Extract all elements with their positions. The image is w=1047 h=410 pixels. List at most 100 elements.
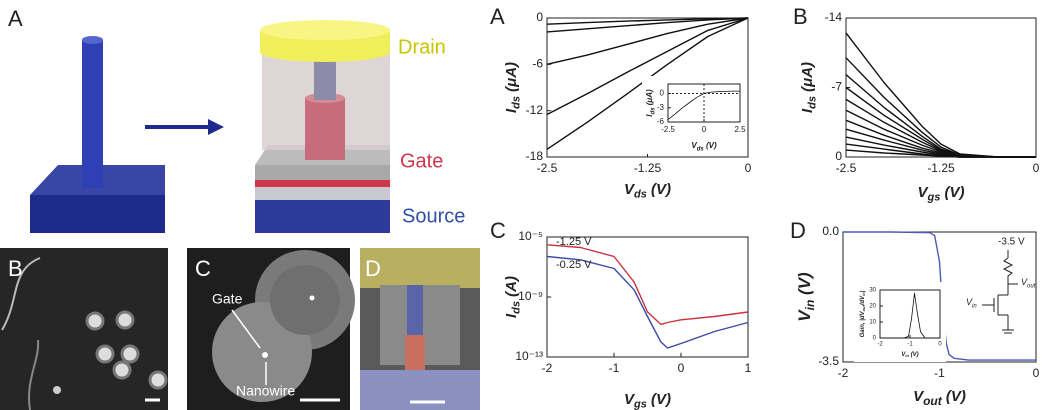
x-axis-label: Vgs (V): [917, 184, 964, 203]
resistor: [1002, 257, 1014, 295]
x-tick-label: 0: [678, 361, 685, 375]
label-part: (V): [795, 272, 814, 300]
pillar: [82, 40, 103, 188]
micrograph-d: D: [360, 248, 480, 410]
gate-label: Gate: [400, 150, 443, 172]
y-tick-label: -7: [831, 80, 842, 94]
edge: [28, 339, 40, 410]
label-part: ds: [650, 107, 656, 115]
image: [0, 248, 168, 410]
edge: [1, 257, 41, 331]
dielectric: [255, 187, 390, 200]
label-part: ds: [697, 146, 705, 152]
pillar-dot: [85, 311, 105, 331]
data-line: [845, 149, 1036, 158]
pillar-top: [82, 36, 103, 44]
y-axis-label: Ids (μA): [645, 89, 656, 117]
label-part: V: [1021, 277, 1028, 287]
label-part: V: [795, 309, 814, 322]
panel-letter: D: [790, 218, 806, 243]
panel-letter: A: [490, 4, 505, 29]
gate-layer: [255, 180, 390, 187]
micrograph-c: C Gate Nanowire: [187, 248, 355, 410]
series-label: -1.25 V: [556, 236, 592, 248]
circuit: [982, 250, 1018, 334]
y-tick-label: -3.5: [818, 354, 839, 368]
gate: [405, 335, 425, 375]
x-tick-label: 2.5: [734, 125, 746, 134]
x-tick-label: -1.25: [927, 161, 955, 175]
y-axis-label: Vin (V): [795, 272, 817, 322]
label-part: gs: [927, 191, 941, 203]
x-tick-label: 0: [745, 161, 752, 175]
x-axis-label: Vds (V): [691, 141, 717, 152]
y-tick-label: -14: [825, 10, 843, 24]
x-tick-label: -2: [838, 366, 849, 380]
data-line: [667, 90, 740, 120]
label-part: ds: [510, 96, 522, 109]
label-part: (V): [909, 352, 919, 358]
label-part: out: [923, 394, 943, 408]
label-part: (V): [942, 388, 966, 405]
x-tick-label: -2.5: [836, 161, 857, 175]
annotation: Vin: [966, 297, 977, 309]
x-axis-label: Vds (V): [624, 181, 671, 200]
pointer: [231, 309, 261, 349]
panel-letter: B: [793, 4, 808, 29]
y-tick-label: 0: [835, 149, 842, 163]
label-part: (V): [940, 184, 964, 201]
nanowire-dot: [309, 295, 315, 301]
panel-letter: D: [365, 256, 381, 281]
label-part: I: [503, 108, 520, 113]
x-tick-label: -1.25: [634, 161, 662, 175]
data-line: [546, 17, 749, 33]
label-part: ds: [806, 96, 818, 109]
y-axis-label: Gain, |dVout/dVin|: [860, 290, 866, 337]
label-part: in: [905, 353, 909, 358]
panel-letter: B: [8, 256, 23, 281]
y-tick-label: 10⁻⁹: [518, 289, 543, 303]
label-part: V: [917, 184, 929, 201]
plot-frame: [667, 83, 741, 123]
y-tick-label: 10⁻¹³: [515, 349, 543, 363]
x-tick-label: -2.5: [537, 161, 558, 175]
x-tick-label: 0: [1033, 366, 1040, 380]
label-part: (V): [647, 391, 671, 408]
label-part: Gain, |dV: [860, 310, 866, 337]
drain-bottom: [260, 42, 390, 62]
source-region: [360, 370, 480, 410]
data-line: [546, 17, 749, 25]
annotation: -3.5 V: [998, 237, 1025, 248]
arrowhead: [208, 119, 224, 135]
label-part: |: [860, 290, 866, 292]
data-line: [546, 17, 749, 65]
schematic: A Drain Gate Source: [8, 6, 465, 233]
x-axis-label: Vgs (V): [624, 391, 671, 410]
y-tick-label: 0: [536, 10, 543, 24]
label-part: (μA): [645, 89, 654, 107]
x-tick-label: -1: [934, 366, 945, 380]
source-layer: [255, 200, 390, 233]
y-axis-label: Ids (A): [503, 276, 522, 318]
spacer: [255, 165, 390, 180]
label: Gate: [212, 291, 243, 307]
y-tick-label: 0: [660, 89, 665, 98]
series-label: -0.25 V: [556, 259, 592, 271]
y-tick-label: -12: [526, 103, 544, 117]
label: Nanowire: [236, 383, 295, 399]
data-line: [880, 292, 940, 339]
label-part: I: [645, 114, 654, 117]
label-part: ds: [634, 188, 647, 200]
label-part: I: [799, 108, 816, 113]
label-part: V: [624, 181, 636, 198]
micrograph-b: B: [0, 248, 168, 410]
label-part: /dV: [860, 295, 866, 306]
y-tick-label: 0.0: [822, 224, 839, 238]
x-tick-label: -1: [609, 361, 620, 375]
annotation: Vout: [1021, 277, 1036, 289]
y-tick-label: 10⁻⁵: [518, 229, 543, 243]
y-tick-label: 20: [869, 304, 876, 310]
plot-frame: [546, 236, 749, 358]
panel-letter: C: [195, 256, 211, 281]
